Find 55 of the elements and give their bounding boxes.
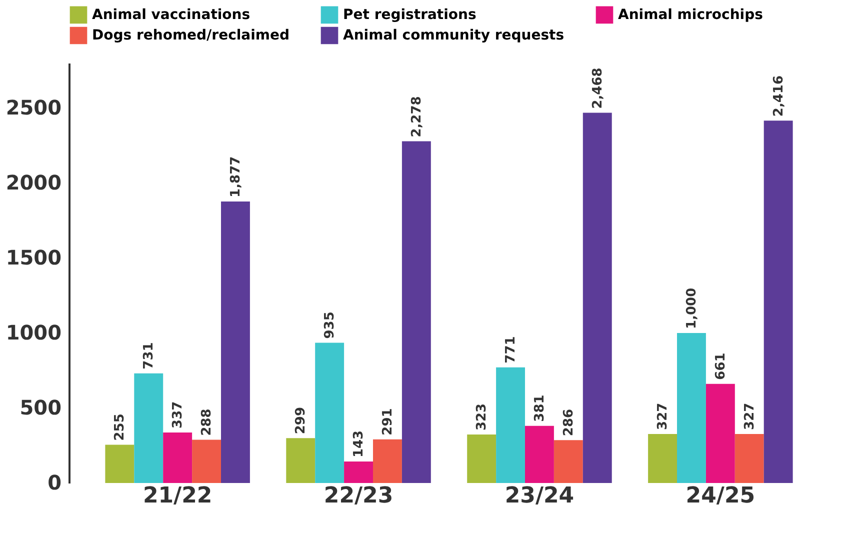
- bar: [134, 373, 164, 483]
- data-label: 731: [142, 342, 157, 370]
- data-label: 381: [532, 394, 548, 422]
- data-label: 2,416: [771, 75, 786, 117]
- bar: [192, 440, 221, 483]
- data-label: 143: [352, 430, 367, 458]
- data-label: 323: [474, 403, 490, 431]
- x-tick-label: 23/24: [504, 484, 574, 508]
- data-label: 2,468: [590, 68, 606, 109]
- data-label: 327: [656, 402, 671, 430]
- data-label: 1,877: [228, 156, 244, 198]
- legend-label: Dogs rehomed/reclaimed: [92, 28, 290, 44]
- x-tick-label: 24/25: [686, 484, 756, 508]
- bar: [764, 120, 793, 483]
- data-label: 1,000: [684, 288, 700, 329]
- y-tick-label: 1500: [6, 246, 62, 270]
- data-label: 299: [294, 407, 309, 434]
- bar: [734, 434, 764, 483]
- data-label: 255: [112, 414, 128, 441]
- bar: [344, 462, 373, 483]
- bar: [648, 434, 677, 483]
- bar: [677, 333, 706, 483]
- data-label: 771: [504, 336, 519, 364]
- bar: [582, 112, 612, 483]
- data-label: 327: [742, 402, 758, 430]
- data-label: 661: [713, 352, 728, 380]
- x-tick-label: 21/22: [142, 484, 212, 508]
- legend-label: Animal microchips: [618, 6, 763, 23]
- x-tick-label: 22/23: [324, 484, 394, 508]
- bar: [525, 426, 554, 483]
- bar: [496, 367, 525, 483]
- data-label: 288: [200, 408, 215, 436]
- legend-label: Animal vaccinations: [92, 6, 250, 23]
- data-label: 286: [561, 408, 576, 436]
- y-tick-label: 2500: [6, 96, 62, 120]
- legend-label: Pet registrations: [343, 6, 476, 23]
- bar: [467, 434, 496, 483]
- y-tick-label: 500: [20, 396, 62, 420]
- data-label: 935: [322, 312, 338, 339]
- data-label: 291: [380, 408, 396, 436]
- y-tick-label: 1000: [6, 320, 62, 344]
- y-tick-label: 0: [48, 470, 62, 494]
- bar: [221, 201, 250, 483]
- y-tick-label: 2000: [6, 170, 62, 194]
- bar: [315, 342, 344, 483]
- legend-label: Animal community requests: [343, 28, 564, 44]
- bar: [286, 438, 316, 483]
- bar: [402, 141, 431, 483]
- bar: [373, 439, 402, 483]
- data-label: 337: [170, 401, 186, 428]
- bar: [163, 432, 192, 483]
- bar: [706, 384, 735, 483]
- data-label: 2,278: [409, 96, 424, 138]
- bar: [554, 440, 583, 483]
- bar: [105, 444, 134, 483]
